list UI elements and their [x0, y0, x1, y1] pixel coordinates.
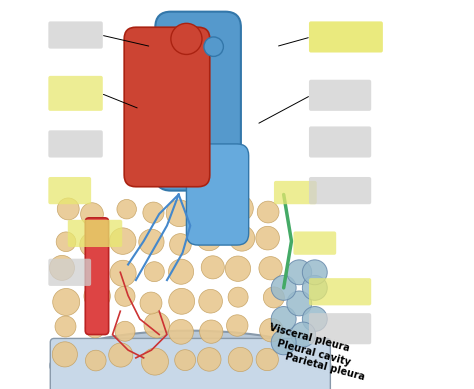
- FancyBboxPatch shape: [155, 12, 241, 191]
- Circle shape: [287, 291, 312, 316]
- Circle shape: [256, 348, 278, 371]
- FancyBboxPatch shape: [309, 313, 371, 344]
- Text: Visceral pleura: Visceral pleura: [268, 322, 351, 353]
- Circle shape: [87, 258, 107, 278]
- Circle shape: [141, 348, 168, 375]
- Circle shape: [169, 319, 193, 344]
- Circle shape: [117, 200, 137, 219]
- Circle shape: [80, 233, 104, 257]
- Ellipse shape: [50, 331, 330, 389]
- Circle shape: [200, 320, 223, 343]
- Circle shape: [302, 260, 327, 285]
- Circle shape: [81, 203, 103, 226]
- Circle shape: [302, 307, 327, 331]
- Circle shape: [291, 322, 316, 347]
- Circle shape: [228, 347, 253, 371]
- Circle shape: [85, 318, 105, 338]
- Circle shape: [302, 275, 327, 300]
- FancyBboxPatch shape: [48, 76, 103, 111]
- Circle shape: [145, 262, 164, 282]
- Circle shape: [264, 287, 284, 308]
- FancyBboxPatch shape: [50, 338, 330, 389]
- Circle shape: [196, 225, 222, 251]
- Circle shape: [257, 201, 279, 223]
- Circle shape: [170, 234, 191, 255]
- Circle shape: [109, 343, 133, 367]
- Circle shape: [53, 289, 80, 315]
- Circle shape: [52, 342, 77, 367]
- Circle shape: [169, 288, 195, 314]
- Circle shape: [287, 260, 312, 285]
- Circle shape: [175, 350, 196, 371]
- Circle shape: [56, 232, 76, 252]
- Circle shape: [204, 37, 223, 56]
- Circle shape: [115, 286, 135, 306]
- Circle shape: [115, 321, 135, 341]
- FancyBboxPatch shape: [309, 80, 371, 111]
- Circle shape: [168, 259, 194, 284]
- FancyBboxPatch shape: [124, 27, 210, 187]
- Circle shape: [201, 256, 224, 279]
- Circle shape: [49, 256, 74, 280]
- FancyBboxPatch shape: [68, 220, 122, 247]
- Circle shape: [260, 319, 283, 342]
- Circle shape: [171, 23, 202, 54]
- Circle shape: [85, 350, 106, 371]
- Circle shape: [271, 330, 296, 355]
- FancyBboxPatch shape: [309, 177, 371, 204]
- Circle shape: [198, 348, 221, 371]
- FancyBboxPatch shape: [309, 126, 371, 158]
- Circle shape: [228, 287, 248, 307]
- Circle shape: [259, 257, 282, 280]
- Circle shape: [227, 195, 253, 222]
- FancyBboxPatch shape: [48, 259, 91, 286]
- Circle shape: [227, 315, 248, 336]
- Circle shape: [109, 228, 136, 254]
- Circle shape: [271, 307, 296, 331]
- Circle shape: [199, 289, 222, 313]
- Circle shape: [110, 260, 136, 286]
- FancyBboxPatch shape: [48, 177, 91, 204]
- FancyBboxPatch shape: [48, 21, 103, 49]
- Circle shape: [57, 198, 79, 220]
- Circle shape: [166, 200, 193, 227]
- Circle shape: [256, 226, 280, 250]
- Text: Parietal pleura: Parietal pleura: [283, 351, 365, 382]
- Circle shape: [139, 229, 164, 254]
- Circle shape: [229, 226, 255, 251]
- FancyBboxPatch shape: [48, 130, 103, 158]
- FancyBboxPatch shape: [309, 278, 371, 305]
- Circle shape: [143, 202, 164, 223]
- FancyBboxPatch shape: [309, 21, 383, 53]
- Circle shape: [225, 256, 251, 281]
- Text: Pleural cavity: Pleural cavity: [276, 338, 352, 368]
- Circle shape: [271, 275, 296, 300]
- Circle shape: [144, 312, 170, 338]
- Circle shape: [55, 316, 76, 337]
- Circle shape: [198, 200, 223, 224]
- FancyBboxPatch shape: [274, 181, 317, 204]
- Circle shape: [84, 283, 110, 309]
- FancyBboxPatch shape: [186, 144, 249, 245]
- Circle shape: [140, 292, 162, 314]
- FancyBboxPatch shape: [293, 231, 336, 255]
- FancyBboxPatch shape: [85, 218, 109, 335]
